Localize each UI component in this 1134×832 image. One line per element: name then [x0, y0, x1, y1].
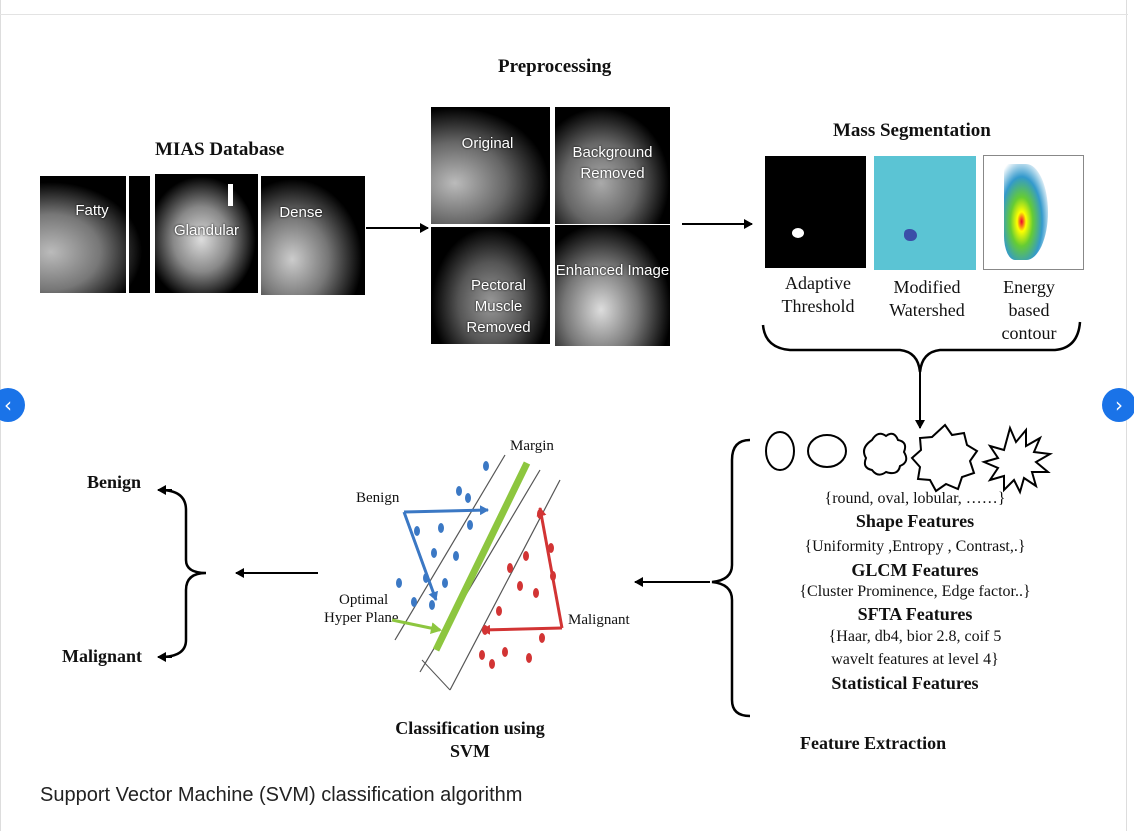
segmentation-brace [761, 321, 1082, 373]
mammogram-fatty: Fatty [40, 176, 150, 293]
svm-margin-line-left [394, 454, 506, 641]
preprocessing-background-removed: Background Removed [555, 107, 670, 224]
shape-round-icon [765, 431, 795, 471]
svm-hyperplane-pointer [391, 618, 442, 635]
shape-oval-icon [807, 434, 847, 468]
svm-malignant-arrow-up [536, 507, 564, 629]
modified-watershed-label: Modified Watershed [889, 277, 965, 320]
svm-benign-arrow-down [402, 511, 438, 601]
carousel-next-button[interactable]: › [1102, 388, 1134, 422]
svm-benign-label: Benign [356, 490, 400, 506]
shape-spiculated-icon [981, 424, 1054, 495]
statistical-examples-line2: wavelt features at level 4} [831, 651, 999, 668]
segmentation-watershed-image [874, 156, 976, 270]
sfta-features-title: SFTA Features [857, 604, 973, 624]
svm-benign-arrow-right [403, 505, 489, 516]
statistical-examples-line1: {Haar, db4, bior 2.8, coif 5 [828, 628, 1002, 645]
chevron-right-icon: › [1115, 393, 1123, 417]
mias-title: MIAS Database [155, 139, 285, 160]
output-malignant: Malignant [62, 646, 143, 666]
svm-optimal-label: Optimal [339, 592, 389, 608]
background-removed-label: Background Removed [572, 144, 653, 182]
fatty-label: Fatty [75, 202, 109, 219]
mammogram-dense: Dense [261, 176, 365, 295]
preprocessing-pectoral-removed: Pectoral Muscle Removed [431, 227, 550, 344]
svm-hyperplane-label: Hyper Plane [324, 610, 399, 626]
pectoral-removed-label: Pectoral Muscle Removed [466, 277, 531, 336]
svm-hyperplane [432, 461, 531, 652]
feature-extraction-title: Feature Extraction [800, 733, 947, 753]
svm-malignant-label: Malignant [568, 612, 630, 628]
mammogram-glandular: Glandular [155, 174, 258, 293]
shape-irregular-icon [910, 423, 979, 493]
output-brace [159, 488, 207, 659]
energy-contour-label: Energy based contour [1001, 277, 1057, 343]
segmentation-title: Mass Segmentation [833, 120, 991, 141]
svm-margin-width-indicator [421, 659, 451, 691]
svm-benign-points [396, 461, 489, 610]
preprocessing-original: Original [431, 107, 550, 224]
segmentation-contour-image [983, 155, 1084, 270]
glcm-features-title: GLCM Features [851, 560, 979, 580]
sfta-examples: {Cluster Prominence, Edge factor..} [799, 583, 1031, 600]
segmentation-adaptive-threshold-image [765, 156, 866, 268]
features-brace [711, 438, 751, 718]
shape-examples: {round, oval, lobular, ……} [824, 490, 1006, 507]
svm-title-line2: SVM [450, 741, 490, 761]
statistical-features-title: Statistical Features [831, 673, 979, 693]
top-divider [0, 14, 1128, 15]
svm-title-line1: Classification using [395, 718, 545, 738]
adaptive-threshold-label: Adaptive Threshold [781, 273, 855, 316]
glcm-examples: {Uniformity ,Entropy , Contrast,.} [804, 538, 1026, 555]
preprocessing-enhanced: Enhanced Image [555, 225, 670, 346]
preprocessing-title: Preprocessing [498, 56, 612, 77]
chevron-left-icon: ‹ [4, 393, 12, 417]
figure-caption: Support Vector Machine (SVM) classificat… [40, 784, 523, 806]
output-benign: Benign [87, 472, 142, 492]
original-label: Original [461, 135, 514, 152]
glandular-label: Glandular [173, 222, 240, 239]
enhanced-label: Enhanced Image [555, 262, 670, 279]
shape-lobular-icon [863, 432, 908, 476]
svm-margin-label: Margin [510, 438, 554, 454]
svm-malignant-arrow-left [481, 624, 563, 635]
dense-label: Dense [279, 204, 323, 221]
shape-features-title: Shape Features [855, 511, 975, 531]
